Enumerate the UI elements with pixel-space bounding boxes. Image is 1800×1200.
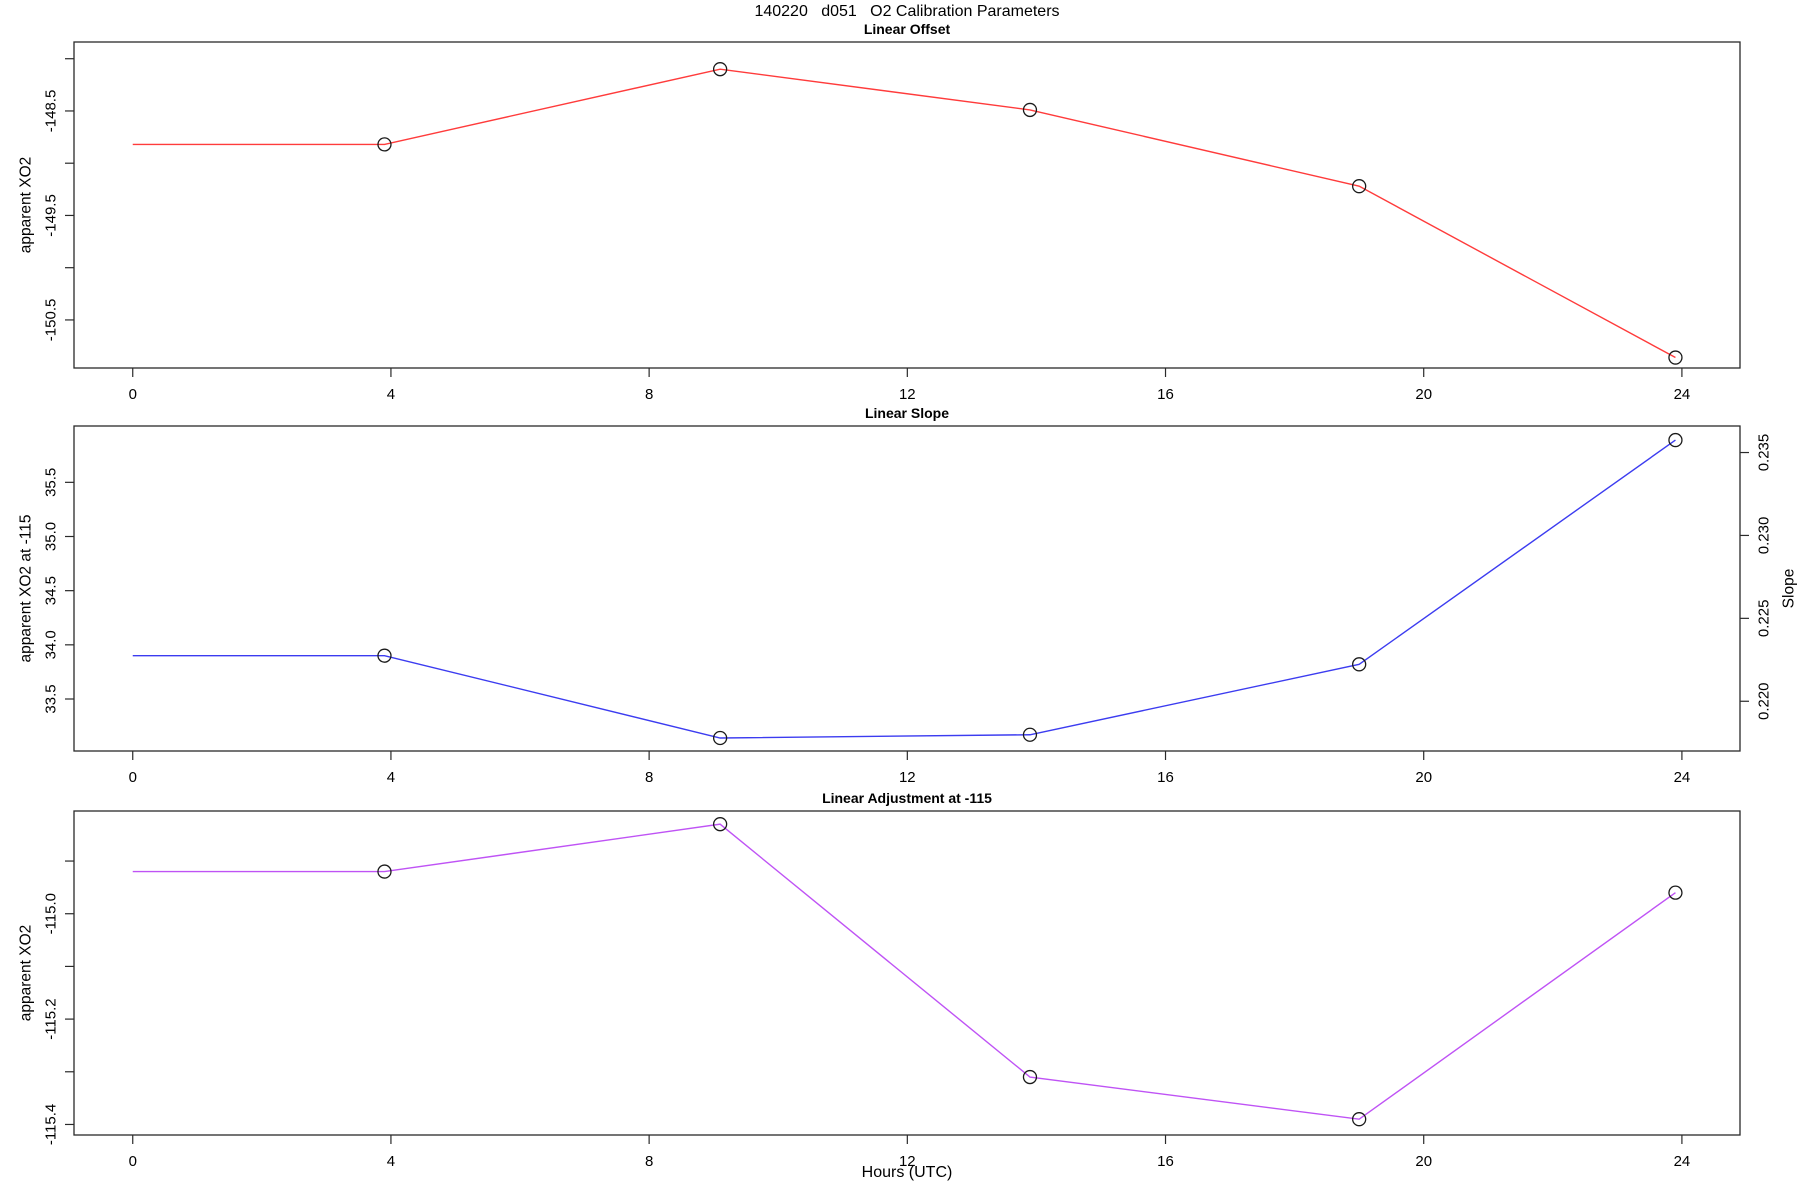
x-tick-label: 24 [1674, 769, 1691, 786]
panel-linear-offset: Linear Offset 0 4 8 12 16 20 24 -150.5 -149.5 -148… [18, 21, 1741, 403]
plot-border [73, 41, 1741, 369]
y-axis-label: apparent XO2 [18, 157, 35, 254]
panel-linear-slope: Linear Slope 0 4 8 12 16 20 24 33.5 34.0 34.5 35.0 3… [18, 405, 1798, 786]
data-point [1668, 432, 1683, 448]
x-tick-label: 12 [899, 769, 916, 786]
y-tick-label: 34.5 [43, 576, 60, 605]
data-point [1668, 350, 1683, 365]
data-point [1022, 727, 1038, 742]
x-tick-label: 24 [1674, 1153, 1691, 1170]
right-y-tick-label: 0.225 [1756, 600, 1773, 638]
x-tick-label: 8 [645, 1153, 653, 1170]
x-axis-title: Hours (UTC) [861, 1164, 953, 1181]
x-tick-label: 12 [899, 386, 916, 403]
right-y-tick-label: 0.235 [1756, 434, 1773, 472]
x-tick-label: 16 [1157, 1153, 1174, 1170]
x-tick-label: 8 [645, 769, 653, 786]
y-axis-label: apparent XO2 [18, 925, 35, 1022]
right-y-tick-label: 0.220 [1756, 682, 1773, 720]
y-tick-label: -115.2 [43, 998, 60, 1039]
y-tick-label: 34.0 [43, 630, 60, 659]
y-tick-label: 35.5 [43, 468, 60, 497]
series-line [132, 439, 1676, 739]
panel-linear-adjustment-at-115: Linear Adjustment at -115 0 4 8 12 16 20 24 -115… [18, 790, 1741, 1170]
data-point [1352, 657, 1367, 672]
panel-title: Linear Adjustment at -115 [822, 790, 992, 806]
data-point [712, 817, 728, 832]
series-line [132, 823, 1676, 1120]
data-point [377, 137, 392, 152]
panel-title: Linear Offset [864, 21, 951, 37]
x-tick-label: 16 [1157, 386, 1174, 403]
data-point [1352, 179, 1367, 194]
y-tick-label: -150.5 [43, 299, 60, 342]
y-tick-label: -148.5 [43, 90, 60, 133]
x-tick-label: 0 [129, 1153, 137, 1170]
x-tick-label: 0 [129, 769, 137, 786]
x-tick-label: 24 [1674, 386, 1691, 403]
data-point [377, 648, 392, 663]
data-point [1022, 1069, 1038, 1085]
x-tick-label: 4 [387, 386, 395, 403]
data-point [1668, 885, 1683, 900]
x-tick-label: 0 [129, 386, 137, 403]
x-tick-label: 20 [1415, 1153, 1432, 1170]
x-tick-label: 16 [1157, 769, 1174, 786]
x-tick-label: 20 [1415, 769, 1432, 786]
x-tick-label: 12 [899, 1153, 916, 1170]
plot-border [73, 810, 1741, 1136]
data-point [712, 62, 728, 77]
x-tick-label: 20 [1415, 386, 1432, 403]
plot-border [73, 425, 1741, 752]
page-title: 140220 d051 O2 Calibration Parameters [754, 3, 1060, 20]
y-axis-label: apparent XO2 at -115 [18, 515, 35, 663]
data-point [1022, 102, 1038, 118]
panel-title: Linear Slope [865, 405, 949, 421]
x-tick-label: 4 [387, 1153, 395, 1170]
y-tick-label: -149.5 [43, 194, 60, 237]
right-y-tick-label: 0.230 [1756, 517, 1773, 555]
data-point [377, 864, 392, 879]
y-tick-label: -115.0 [43, 893, 60, 934]
data-point [1352, 1112, 1367, 1127]
y-tick-label: 35.0 [43, 522, 60, 551]
x-tick-label: 8 [645, 386, 653, 403]
y-tick-label: 33.5 [43, 684, 60, 713]
data-point [712, 730, 728, 746]
series-line [132, 68, 1676, 359]
right-y-axis-label: Slope [1781, 569, 1798, 609]
y-tick-label: -115.4 [43, 1104, 60, 1145]
x-tick-label: 4 [387, 769, 395, 786]
